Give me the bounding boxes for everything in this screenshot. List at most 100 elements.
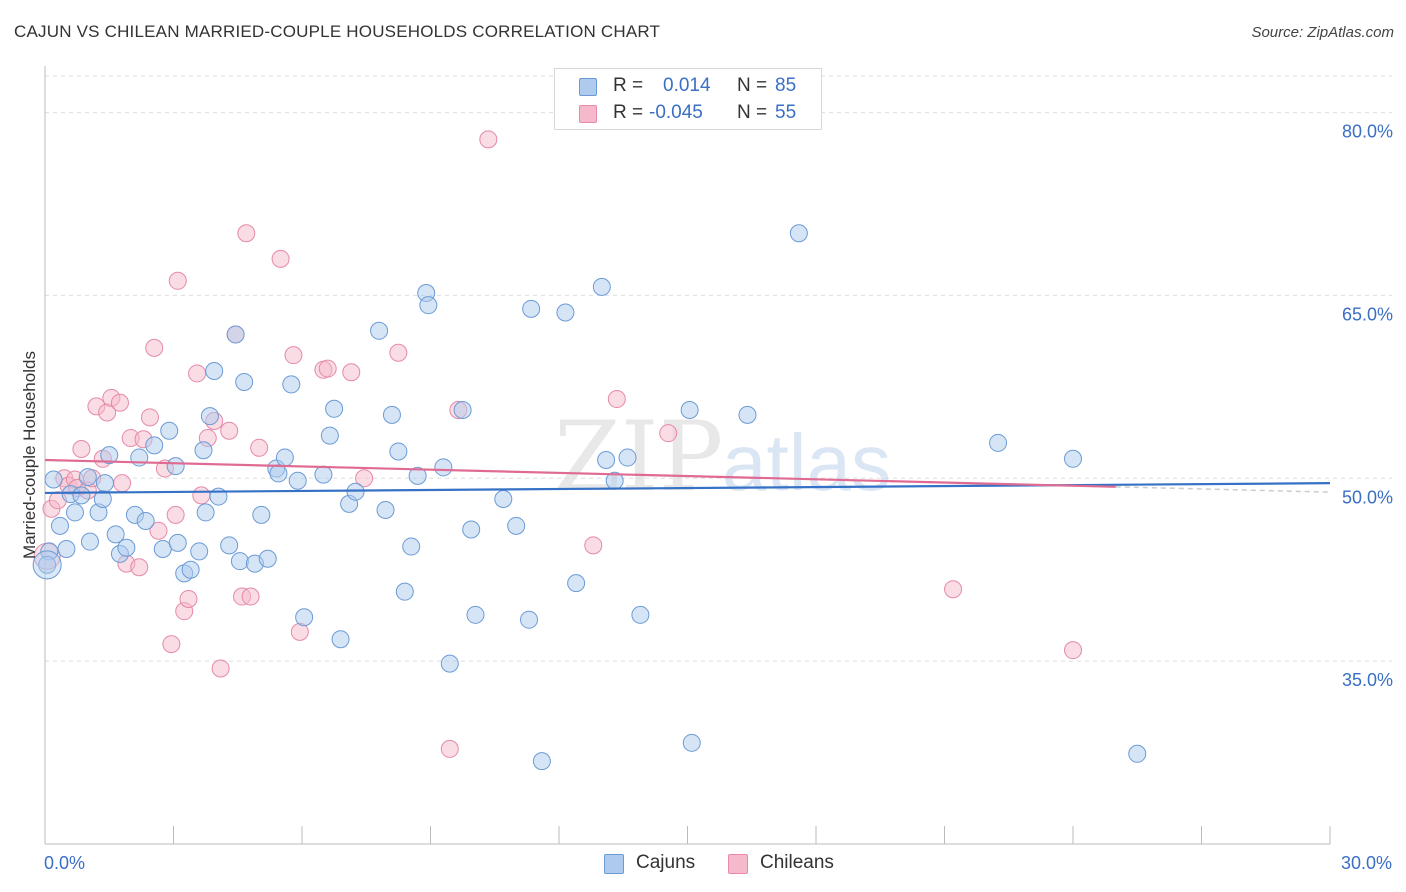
cajun-point <box>631 605 650 624</box>
watermark-zip: ZIP <box>554 401 723 513</box>
chilean-point <box>140 408 159 427</box>
chilean-trend-extension <box>1115 486 1331 493</box>
y-axis-label: Married-couple Households <box>20 351 39 559</box>
cajun-point <box>370 321 389 340</box>
cajun-legend-swatch <box>604 854 624 874</box>
source-credit: Source: ZipAtlas.com <box>1251 24 1394 41</box>
chilean-point <box>237 224 256 243</box>
cajun-point <box>194 441 213 460</box>
cajun-point <box>408 466 427 485</box>
y-tick-label: 80.0% <box>1342 122 1393 142</box>
cajun-point <box>789 224 808 243</box>
cajun-point <box>462 520 481 539</box>
cajun-point <box>567 574 586 593</box>
chilean-point <box>440 739 459 758</box>
chilean-point <box>355 469 374 488</box>
chilean-point <box>607 390 626 409</box>
axes <box>44 66 1331 845</box>
cajun-point <box>100 446 119 465</box>
cajun-point <box>1064 449 1082 468</box>
watermark-atlas: atlas <box>722 418 891 507</box>
n-label: N = <box>737 102 768 123</box>
chilean-point <box>149 521 168 540</box>
chilean-point <box>110 393 129 412</box>
cajun-legend-label: Cajuns <box>636 852 696 873</box>
r-label: R = <box>613 102 644 123</box>
cajun-point <box>295 608 314 627</box>
cajun-point <box>453 401 472 420</box>
chilean-point <box>241 587 260 606</box>
y-tick-label: 50.0% <box>1342 487 1393 507</box>
cajun-point <box>235 372 254 391</box>
cajun-point <box>181 560 200 579</box>
chilean-point <box>250 438 269 457</box>
cajun-point <box>395 582 414 601</box>
cajun-point <box>680 401 699 420</box>
chilean-point <box>1064 641 1082 660</box>
cajun-point <box>65 503 84 522</box>
cajun-point <box>57 539 76 558</box>
trend-lines <box>44 458 1331 495</box>
chilean-point <box>192 486 211 505</box>
cajun-point <box>282 375 301 394</box>
cajun-point <box>320 426 339 445</box>
chilean-point <box>162 635 181 654</box>
chilean-point <box>220 421 239 440</box>
cajun-point <box>314 465 333 484</box>
chilean-point <box>584 536 603 555</box>
cajun-point <box>95 474 114 493</box>
cajun-point <box>190 542 209 561</box>
cajun-point <box>618 448 637 467</box>
r-label: R = <box>613 75 644 96</box>
chilean-point <box>318 359 337 378</box>
cajun-point <box>1128 744 1147 763</box>
chilean-point <box>944 580 963 599</box>
cajun-point <box>136 511 155 530</box>
chilean-swatch <box>579 105 597 123</box>
cajun-point <box>72 486 91 505</box>
cajun-point-large <box>32 550 62 580</box>
chilean-point <box>130 558 149 577</box>
cajun-point <box>80 532 99 551</box>
x-tick-label: 30.0% <box>1341 853 1392 873</box>
chilean-point <box>72 440 91 459</box>
cajun-point <box>520 610 539 629</box>
cajun-point <box>220 536 239 555</box>
cajun-point <box>50 516 69 535</box>
cajun-point <box>331 630 350 649</box>
cajun-point <box>440 654 459 673</box>
cajun-point <box>160 421 179 440</box>
chilean-point <box>342 363 361 382</box>
cajun-point <box>592 277 611 296</box>
cajun-point <box>117 538 136 557</box>
cajun-point <box>419 296 438 315</box>
tick-labels: 35.0% 50.0% 65.0% 80.0% 0.0% 30.0% <box>44 122 1393 873</box>
cajun-point <box>532 752 551 771</box>
cajun-point <box>382 405 401 424</box>
cajun-point <box>389 442 408 461</box>
x-tick-label: 0.0% <box>44 853 85 873</box>
cajun-point <box>168 533 187 552</box>
cajun-point <box>402 537 421 556</box>
cajun-trend-line <box>44 482 1331 495</box>
chilean-point <box>271 249 290 268</box>
chilean-legend-swatch <box>728 854 748 874</box>
cajun-point <box>376 500 395 519</box>
chilean-point <box>145 338 164 357</box>
cajun-point <box>466 605 485 624</box>
y-tick-label: 35.0% <box>1342 670 1393 690</box>
cajun-point <box>44 470 63 489</box>
gridlines <box>45 75 1392 662</box>
cajun-point <box>153 539 172 558</box>
chilean-point <box>188 364 207 383</box>
chilean-point <box>284 346 303 365</box>
cajun-point <box>78 468 97 487</box>
cajun-point <box>682 733 701 752</box>
cajun-point <box>205 362 224 381</box>
chilean-point <box>166 505 185 524</box>
cajun-point <box>325 399 344 418</box>
cajun-point <box>145 436 164 455</box>
cajun-point <box>106 525 125 544</box>
chilean-point <box>179 589 198 608</box>
